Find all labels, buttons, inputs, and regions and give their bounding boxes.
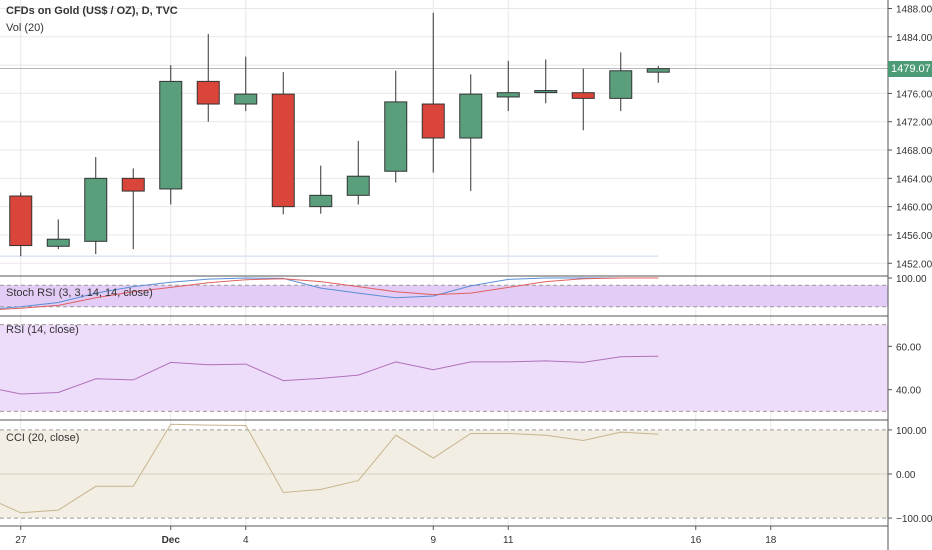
candle-body bbox=[234, 93, 258, 105]
rsi-label: RSI (14, close) bbox=[6, 324, 79, 336]
last-price-tag: 1479.07 bbox=[888, 61, 932, 77]
rsi-axis-label: 40.00 bbox=[896, 386, 921, 397]
price-axis-label: 1460.00 bbox=[896, 203, 932, 214]
price-axis-label: 1468.00 bbox=[896, 146, 932, 157]
candle-body bbox=[609, 70, 633, 99]
x-axis-label: 27 bbox=[15, 535, 27, 546]
price-axis-label: 1476.00 bbox=[896, 89, 932, 100]
x-axis-label: 16 bbox=[690, 535, 702, 546]
cci-axis-label: 100.00 bbox=[896, 426, 927, 437]
candle-body bbox=[46, 238, 70, 247]
x-axis-label: 9 bbox=[430, 535, 436, 546]
candle-body bbox=[459, 93, 483, 139]
candle-body bbox=[271, 93, 295, 208]
candle-body bbox=[534, 90, 558, 94]
indicator-lines bbox=[0, 277, 659, 514]
price-axis-label: 1464.00 bbox=[896, 174, 932, 185]
rsi-line bbox=[0, 355, 659, 395]
cci-axis-label: −100.00 bbox=[896, 514, 932, 525]
candle-body bbox=[309, 194, 333, 208]
rsi-band bbox=[0, 324, 888, 412]
x-axis-label: Dec bbox=[162, 535, 181, 546]
stoch-d-line bbox=[0, 277, 659, 310]
x-axis-label: 4 bbox=[243, 535, 249, 546]
price-axis-label: 1484.00 bbox=[896, 33, 932, 44]
volume-label: Vol (20) bbox=[6, 22, 44, 34]
candle-body bbox=[84, 177, 108, 242]
cci-line bbox=[0, 423, 659, 514]
stoch-axis-label: 100.00 bbox=[896, 274, 927, 285]
stoch-band bbox=[0, 285, 888, 307]
candle-body bbox=[421, 103, 445, 139]
candle-body bbox=[159, 80, 183, 190]
candle-body bbox=[346, 175, 370, 196]
stoch-k-line bbox=[0, 277, 659, 309]
x-axis-label: 11 bbox=[503, 535, 514, 546]
x-axis-label: 18 bbox=[765, 535, 777, 546]
stoch-rsi-label: Stoch RSI (3, 3, 14, 14, close) bbox=[6, 287, 153, 299]
price-axis-label: 1456.00 bbox=[896, 231, 932, 242]
cci-axis-label: 0.00 bbox=[896, 470, 916, 481]
indicator-bands bbox=[0, 284, 888, 519]
candle-body bbox=[384, 101, 408, 172]
rsi-axis-label: 60.00 bbox=[896, 342, 921, 353]
candle-body bbox=[9, 195, 33, 247]
price-axis-label: 1472.00 bbox=[896, 118, 932, 129]
price-axis-label: 1488.00 bbox=[896, 4, 932, 15]
candle-body bbox=[196, 80, 220, 105]
chart-title: CFDs on Gold (US$ / OZ), D, TVC bbox=[6, 5, 178, 17]
cci-label: CCI (20, close) bbox=[6, 432, 80, 444]
price-axis-label: 1452.00 bbox=[896, 259, 932, 270]
candlestick-series[interactable] bbox=[0, 12, 670, 257]
candle-body bbox=[571, 92, 595, 99]
candle-body bbox=[121, 177, 145, 192]
candle-body bbox=[496, 92, 520, 98]
candle-body bbox=[646, 68, 670, 73]
